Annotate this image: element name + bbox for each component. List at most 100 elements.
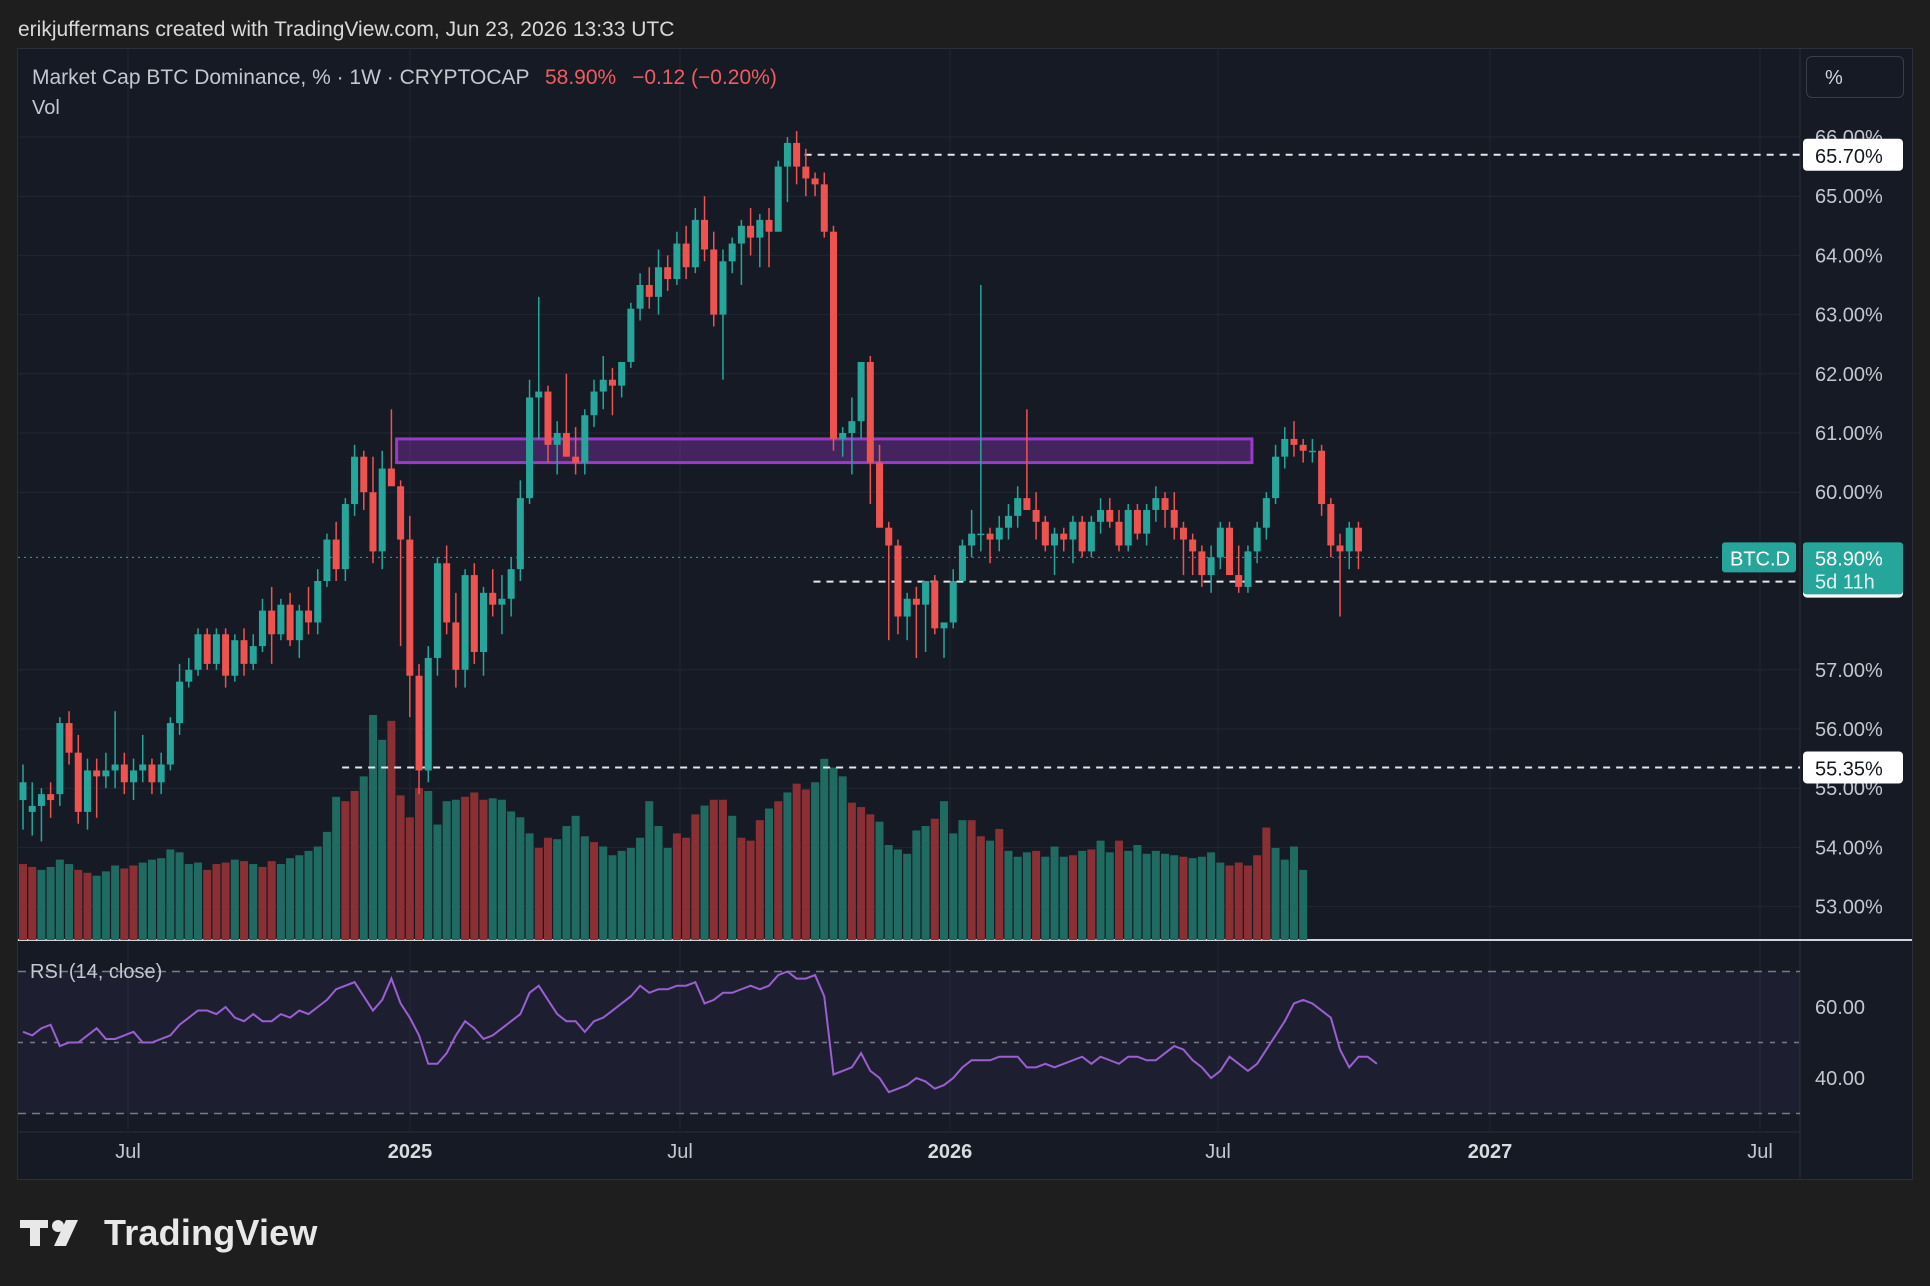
candle-body[interactable] — [820, 184, 828, 232]
candle-body[interactable] — [664, 267, 672, 280]
candle-body[interactable] — [130, 770, 138, 783]
candle-body[interactable] — [1069, 521, 1077, 540]
candle-body[interactable] — [351, 456, 359, 505]
candle-body[interactable] — [56, 723, 64, 795]
candle-body[interactable] — [83, 770, 91, 812]
candle-body[interactable] — [1097, 509, 1105, 522]
candle-body[interactable] — [415, 675, 423, 771]
candle-body[interactable] — [1272, 456, 1280, 499]
candle-body[interactable] — [618, 361, 626, 386]
candle-body[interactable] — [673, 243, 681, 280]
candle-body[interactable] — [1124, 509, 1132, 546]
candle-body[interactable] — [1262, 498, 1270, 528]
candle-body[interactable] — [277, 604, 285, 635]
candle-body[interactable] — [406, 539, 414, 676]
candle-body[interactable] — [305, 610, 313, 623]
candle-body[interactable] — [360, 456, 368, 493]
candle-body[interactable] — [1207, 557, 1215, 576]
candle-body[interactable] — [332, 539, 340, 570]
candle-body[interactable] — [535, 391, 543, 398]
candle-body[interactable] — [1299, 444, 1307, 451]
candle-body[interactable] — [1189, 539, 1197, 552]
candle-body[interactable] — [645, 285, 653, 297]
candle-body[interactable] — [461, 575, 469, 670]
candle-body[interactable] — [295, 610, 303, 641]
candle-body[interactable] — [1161, 498, 1169, 510]
candle-body[interactable] — [1226, 527, 1234, 576]
candle-body[interactable] — [756, 219, 764, 238]
candle-body[interactable] — [1014, 498, 1022, 516]
candle-body[interactable] — [480, 592, 487, 653]
candle-body[interactable] — [1143, 509, 1151, 534]
candle-body[interactable] — [148, 764, 156, 783]
candle-body[interactable] — [249, 646, 257, 664]
candle-body[interactable] — [866, 361, 874, 463]
candle-body[interactable] — [1235, 575, 1243, 587]
candle-body[interactable] — [848, 421, 856, 433]
candle-body[interactable] — [1179, 527, 1187, 540]
candle-body[interactable] — [1198, 551, 1206, 576]
candle-body[interactable] — [1216, 527, 1224, 558]
candle-body[interactable] — [1087, 521, 1095, 552]
candle-body[interactable] — [949, 581, 957, 623]
candle-body[interactable] — [1244, 551, 1252, 587]
candle-body[interactable] — [1032, 509, 1040, 522]
candle-body[interactable] — [166, 723, 174, 765]
candle-body[interactable] — [443, 563, 451, 623]
candle-body[interactable] — [986, 533, 994, 540]
candle-body[interactable] — [654, 267, 662, 297]
candle-body[interactable] — [222, 634, 230, 676]
candle-body[interactable] — [507, 569, 515, 599]
candle-body[interactable] — [185, 669, 193, 682]
candle-body[interactable] — [1327, 504, 1335, 546]
candle-body[interactable] — [516, 498, 524, 570]
candle-body[interactable] — [378, 468, 386, 552]
candle-body[interactable] — [1290, 438, 1298, 445]
candle-body[interactable] — [1345, 527, 1353, 552]
candle-body[interactable] — [977, 533, 985, 536]
candle-body[interactable] — [627, 308, 635, 362]
candle-body[interactable] — [608, 379, 616, 386]
candle-body[interactable] — [369, 492, 377, 552]
candle-body[interactable] — [28, 805, 36, 812]
percent-scale-button[interactable]: % — [1806, 56, 1904, 98]
candle-body[interactable] — [341, 504, 349, 570]
candle-body[interactable] — [1060, 533, 1068, 540]
candle-body[interactable] — [176, 681, 184, 724]
candle-body[interactable] — [747, 225, 755, 238]
candle-body[interactable] — [1133, 509, 1141, 534]
candle-body[interactable] — [572, 456, 580, 463]
candle-body[interactable] — [894, 545, 902, 617]
tradingview-logo[interactable]: TradingView — [20, 1212, 318, 1254]
candle-body[interactable] — [1051, 533, 1059, 546]
candle-body[interactable] — [1308, 450, 1316, 453]
candle-body[interactable] — [139, 764, 147, 771]
candle-body[interactable] — [314, 581, 322, 623]
candle-body[interactable] — [857, 361, 865, 422]
candle-body[interactable] — [323, 539, 331, 581]
candle-body[interactable] — [940, 622, 948, 629]
candle-body[interactable] — [452, 622, 460, 670]
candle-body[interactable] — [995, 527, 1003, 540]
candle-body[interactable] — [903, 598, 911, 617]
candle-body[interactable] — [1336, 545, 1344, 552]
candle-body[interactable] — [157, 764, 165, 783]
candle-body[interactable] — [1318, 450, 1326, 505]
candle-body[interactable] — [581, 415, 589, 463]
candle-body[interactable] — [1004, 515, 1012, 528]
candle-body[interactable] — [203, 634, 211, 664]
candle-body[interactable] — [728, 243, 736, 262]
candle-body[interactable] — [194, 634, 202, 670]
candle-body[interactable] — [876, 462, 884, 528]
candle-body[interactable] — [811, 178, 819, 185]
candle-body[interactable] — [829, 231, 837, 439]
candle-body[interactable] — [37, 794, 45, 806]
candle-body[interactable] — [544, 391, 552, 445]
candle-body[interactable] — [258, 610, 266, 647]
candle-body[interactable] — [111, 764, 119, 771]
candle-body[interactable] — [212, 634, 220, 664]
candle-body[interactable] — [885, 527, 893, 546]
candle-body[interactable] — [912, 598, 920, 605]
candle-body[interactable] — [1106, 509, 1114, 522]
